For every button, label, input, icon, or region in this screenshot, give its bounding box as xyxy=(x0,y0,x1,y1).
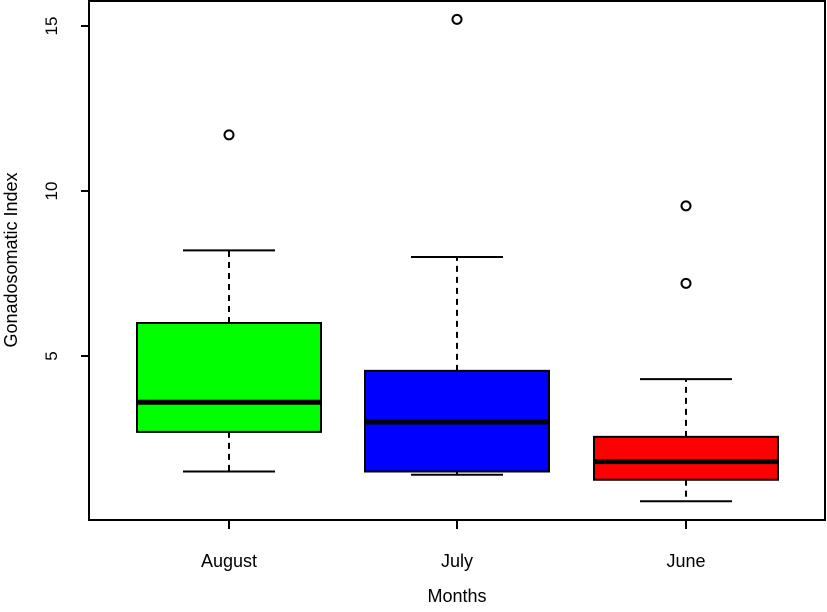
x-axis-label: Months xyxy=(427,586,486,606)
outlier-point xyxy=(223,129,235,141)
y-tick-label: 5 xyxy=(42,351,61,360)
outlier-point xyxy=(680,277,692,289)
box-group-august xyxy=(136,129,322,473)
boxes-layer xyxy=(136,13,779,503)
x-tick-label: June xyxy=(666,551,705,571)
outlier-point xyxy=(451,13,463,25)
box-group-july xyxy=(364,13,550,476)
y-tick-label: 15 xyxy=(42,17,61,36)
box-group-june xyxy=(593,200,779,503)
x-tick-label: August xyxy=(201,551,257,571)
box-iqr xyxy=(136,322,322,433)
y-tick-label: 10 xyxy=(42,182,61,201)
x-tick-label: July xyxy=(441,551,473,571)
box-iqr xyxy=(593,435,779,481)
y-axis-label: Gonadosomatic Index xyxy=(1,172,21,347)
axes-layer: 5 10 15 August July June xyxy=(42,17,706,571)
outlier-point xyxy=(680,200,692,212)
